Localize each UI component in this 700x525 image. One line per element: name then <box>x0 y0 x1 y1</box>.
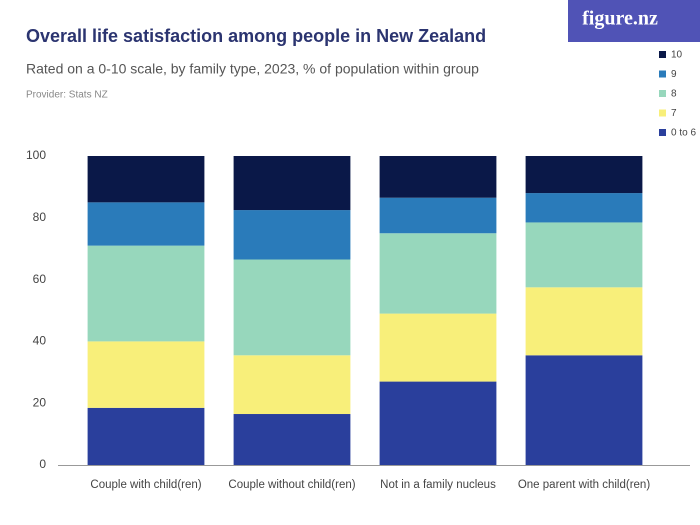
legend-label: 7 <box>671 108 677 119</box>
bar-segment <box>87 245 205 342</box>
bar-segment <box>525 222 643 288</box>
legend-label: 8 <box>671 89 677 100</box>
bar-segment <box>233 156 351 211</box>
bar-segment <box>525 193 643 223</box>
legend-swatch <box>659 129 666 136</box>
bar-segment <box>525 287 643 356</box>
x-tick-label: Couple with child(ren) <box>90 479 201 491</box>
chart-subtitle: Rated on a 0-10 scale, by family type, 2… <box>26 61 479 77</box>
legend-label: 0 to 6 <box>671 128 696 139</box>
y-tick-label: 0 <box>39 457 46 471</box>
legend-label: 9 <box>671 69 677 80</box>
bar-segment <box>379 197 497 234</box>
legend-swatch <box>659 51 666 58</box>
bar-segment <box>379 156 497 198</box>
bar-segment <box>87 407 205 465</box>
y-tick-label: 40 <box>33 334 47 348</box>
logo: figure.nz <box>582 8 658 30</box>
legend-swatch <box>659 70 666 78</box>
provider: Provider: Stats NZ <box>26 90 108 101</box>
y-tick-label: 100 <box>26 148 46 162</box>
y-tick-label: 60 <box>33 272 47 286</box>
bar-segment <box>525 355 643 465</box>
bar-segment <box>379 313 497 382</box>
bar-segment <box>233 355 351 415</box>
logo-box <box>568 0 700 42</box>
bar-segment <box>233 259 351 356</box>
chart-title: Overall life satisfaction among people i… <box>26 26 486 46</box>
x-tick-label: Couple without child(ren) <box>228 479 355 491</box>
bar-segment <box>233 414 351 465</box>
bar-segment <box>87 341 205 408</box>
x-tick-label: One parent with child(ren) <box>518 479 650 491</box>
bar-segment <box>233 210 351 260</box>
bar-segment <box>87 156 205 203</box>
y-tick-label: 80 <box>33 210 47 224</box>
bar-segment <box>525 156 643 194</box>
x-tick-label: Not in a family nucleus <box>380 479 496 491</box>
bar-segment <box>87 202 205 246</box>
bar-segment <box>379 381 497 465</box>
bar-segment <box>379 233 497 314</box>
y-tick-label: 20 <box>33 395 47 409</box>
legend-swatch <box>659 109 666 117</box>
legend-label: 10 <box>671 50 683 61</box>
legend-swatch <box>659 90 666 97</box>
